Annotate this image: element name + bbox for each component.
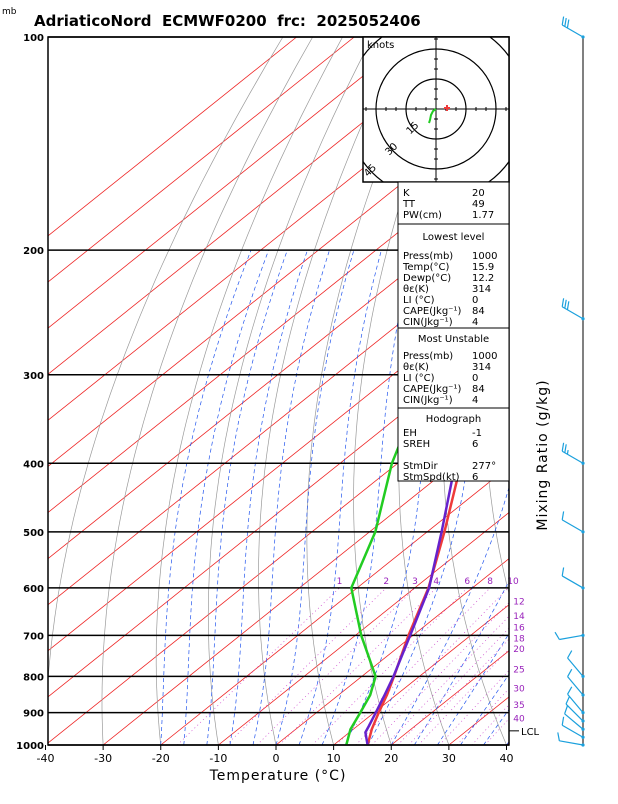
wind-barb-base — [581, 693, 584, 696]
mixing-ratio-label: 1 — [337, 577, 343, 587]
pressure-tick-label: 1000 — [16, 741, 44, 752]
mixing-ratio-label: 20 — [513, 645, 525, 655]
x-tick-label: -10 — [209, 752, 227, 765]
most-unstable-row-label: Press(mb) — [403, 351, 453, 362]
pressure-tick-label: 800 — [23, 672, 44, 683]
most-unstable-row-value: 0 — [472, 373, 478, 384]
wind-barb-half-flag — [567, 450, 568, 454]
wind-barb-base — [581, 586, 584, 589]
most-unstable-row-label: CIN(Jkg⁻¹) — [403, 395, 453, 406]
hodograph-index-row-label: StmSpd(kt) — [403, 472, 460, 483]
lowest-level-row-value: 4 — [472, 317, 478, 328]
pressure-tick-label: 400 — [23, 459, 44, 470]
lowest-level-row-value: 0 — [472, 295, 478, 306]
hodograph-index-row-value: -1 — [472, 428, 482, 439]
lowest-level-row-label: Dewp(°C) — [403, 273, 451, 284]
most-unstable-row-label: θε(K) — [403, 362, 429, 373]
most-unstable-title: Most Unstable — [418, 334, 489, 345]
hodograph-index-row-value: 277° — [472, 461, 496, 472]
lowest-level-row-value: 1000 — [472, 251, 497, 262]
most-unstable-row-value: 4 — [472, 395, 478, 406]
pressure-tick-label: 500 — [23, 528, 44, 539]
mixing-ratio-label: 3 — [412, 577, 418, 587]
most-unstable-row-label: LI (°C) — [403, 373, 435, 384]
lcl-label: LCL — [521, 727, 540, 738]
mixing-ratio-label: 16 — [513, 623, 525, 633]
mixing-ratio-label: 4 — [433, 577, 439, 587]
mixing-ratio-label: 18 — [513, 635, 525, 645]
lowest-level-title: Lowest level — [423, 232, 485, 243]
y-axis-title: Mixing Ratio (g/kg) — [535, 379, 551, 530]
x-tick-label: -40 — [37, 752, 55, 765]
pressure-tick-label: 700 — [23, 631, 44, 642]
wind-barb-base — [581, 317, 584, 320]
most-unstable-row-value: 1000 — [472, 351, 497, 362]
pressure-unit-label: mb — [2, 7, 17, 17]
hodograph-index-row-label: EH — [403, 428, 417, 439]
mixing-ratio-label: 8 — [487, 577, 493, 587]
index-k-label: K — [403, 188, 410, 199]
mixing-ratio-label: 35 — [513, 701, 524, 711]
wind-barb-base — [581, 462, 584, 465]
wind-barb-base — [581, 736, 584, 739]
x-axis-title: Temperature (°C) — [209, 768, 347, 784]
index-k-value: 20 — [472, 188, 485, 199]
mixing-ratio-label: 25 — [513, 666, 524, 676]
pressure-tick-label: 100 — [23, 33, 44, 44]
index-pwcm-label: PW(cm) — [403, 210, 442, 221]
hodograph-index-row-value: 6 — [472, 439, 478, 450]
hodograph-index-title: Hodograph — [426, 414, 481, 425]
wind-barb-base — [581, 743, 584, 746]
lowest-level-row-label: LI (°C) — [403, 295, 435, 306]
lowest-level-row-value: 84 — [472, 306, 485, 317]
x-tick-label: -20 — [152, 752, 170, 765]
x-tick-label: -30 — [94, 752, 112, 765]
mixing-ratio-label: 6 — [464, 577, 470, 587]
wind-barb-base — [581, 530, 584, 533]
hodograph-index-row-label: StmDir — [403, 461, 438, 472]
index-tt-value: 49 — [472, 199, 485, 210]
mixing-ratio-label: 40 — [513, 715, 525, 725]
indices-table: K 20 TT 49 PW(cm) 1.77 Lowest level Press(mb) 10… — [398, 182, 509, 483]
chart-title: AdriaticoNord ECMWF0200 frc: 2025052406 — [34, 12, 421, 30]
wind-barb-base — [581, 634, 584, 637]
lowest-level-row-label: θε(K) — [403, 284, 429, 295]
pressure-tick-label: 300 — [23, 371, 44, 382]
mixing-ratio-label: 12 — [513, 598, 524, 608]
x-tick-label: 20 — [384, 752, 398, 765]
most-unstable-row-value: 314 — [472, 362, 491, 373]
pressure-tick-label: 900 — [23, 709, 44, 720]
lowest-level-row-value: 314 — [472, 284, 491, 295]
lowest-level-row-label: Temp(°C) — [402, 262, 450, 273]
mixing-ratio-label: 30 — [513, 685, 525, 695]
wind-barb-base — [581, 35, 584, 38]
wind-barb-base — [581, 728, 584, 731]
x-tick-label: 0 — [273, 752, 280, 765]
lowest-level-row-value: 15.9 — [472, 262, 494, 273]
lowest-level-row-label: CAPE(Jkg⁻¹) — [403, 306, 461, 317]
wind-barb-base — [581, 719, 584, 722]
x-tick-label: 10 — [327, 752, 341, 765]
mixing-ratio-label: 2 — [383, 577, 389, 587]
lowest-level-row-label: CIN(Jkg⁻¹) — [403, 317, 453, 328]
lowest-level-row-label: Press(mb) — [403, 251, 453, 262]
lowest-level-row-value: 12.2 — [472, 273, 494, 284]
index-pwcm-value: 1.77 — [472, 210, 494, 221]
pressure-tick-label: 600 — [23, 584, 44, 595]
pressure-tick-label: 200 — [23, 246, 44, 257]
hodograph-units-label: knots — [367, 40, 394, 51]
hodograph-index-row-value: 6 — [472, 472, 478, 483]
x-tick-label: 40 — [500, 752, 514, 765]
most-unstable-row-label: CAPE(Jkg⁻¹) — [403, 384, 461, 395]
wind-barb-base — [581, 711, 584, 714]
x-tick-label: 30 — [442, 752, 456, 765]
most-unstable-row-value: 84 — [472, 384, 485, 395]
mixing-ratio-label: 14 — [513, 612, 525, 622]
wind-barb-base — [581, 675, 584, 678]
hodograph-index-row-label: SREH — [403, 439, 430, 450]
index-tt-label: TT — [402, 199, 416, 210]
